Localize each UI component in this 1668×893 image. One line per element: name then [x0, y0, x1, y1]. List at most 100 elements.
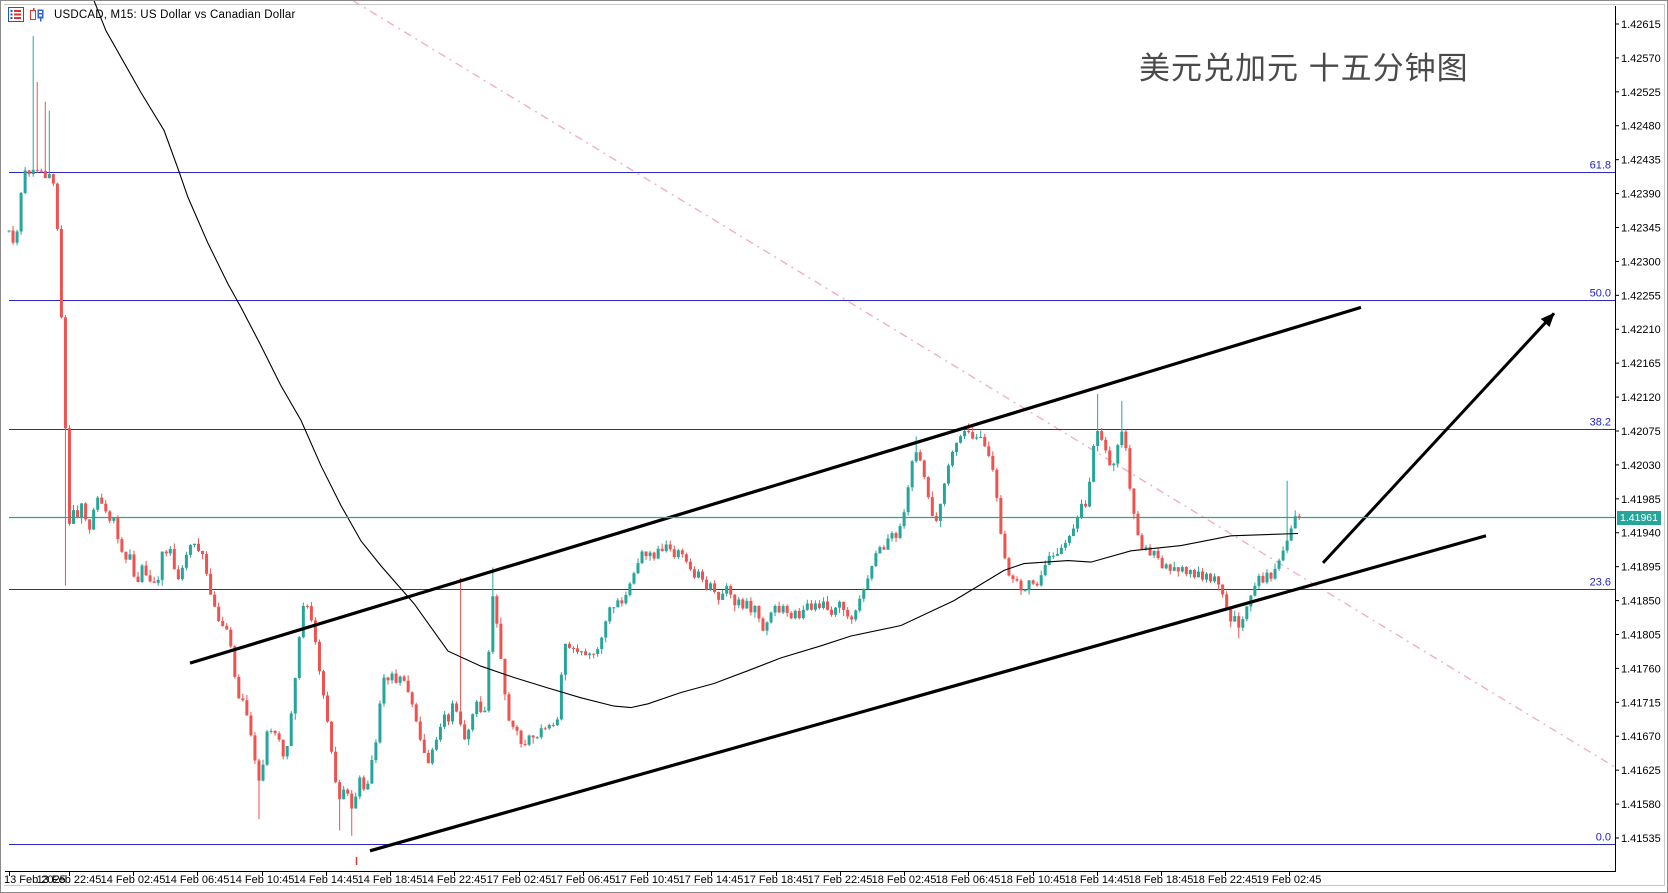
candle-body [1152, 550, 1156, 556]
candle-body [390, 673, 394, 681]
candle-body [1108, 450, 1112, 466]
candle [664, 540, 668, 553]
candle [551, 722, 555, 728]
candle [27, 169, 31, 177]
candle [975, 433, 979, 440]
candle [531, 735, 535, 744]
candle-body [1023, 590, 1027, 592]
price-tick-label: 1.41850 [1621, 596, 1661, 608]
candle-body [100, 497, 104, 504]
quote-list-icon[interactable] [8, 7, 24, 22]
candle-body [1180, 567, 1184, 572]
candle [1019, 578, 1023, 595]
candle [729, 584, 733, 599]
candle [390, 671, 394, 684]
candle [563, 643, 567, 681]
time-tick-label: 18 Feb 06:45 [936, 874, 1001, 886]
candle-body [55, 183, 59, 229]
candle [426, 749, 430, 764]
time-tick-label: 14 Feb 06:45 [165, 874, 230, 886]
candle-body [160, 551, 164, 580]
candle-body [624, 594, 628, 604]
price-tick-label: 1.42345 [1621, 222, 1661, 234]
candle [1257, 573, 1261, 589]
candle [334, 746, 338, 784]
candle-body [902, 512, 906, 527]
trend-arrow[interactable] [1321, 312, 1556, 564]
price-axis[interactable]: 1.42615 1.42570 1.42525 1.42480 1.42435 1.423… [1615, 19, 1661, 845]
time-tick-label: 17 Feb 22:45 [808, 874, 873, 886]
candle [438, 723, 442, 742]
candle-body [483, 710, 487, 713]
candle [1007, 556, 1011, 577]
candle-body [834, 607, 838, 615]
candle-body [1213, 576, 1217, 582]
candle-body [950, 451, 954, 466]
candle [144, 560, 148, 576]
candle-body [209, 573, 213, 595]
candle [616, 598, 620, 608]
candle [1148, 544, 1152, 557]
price-tick-label: 1.41805 [1621, 629, 1661, 641]
channel-lower-trendline[interactable] [369, 534, 1487, 853]
candle-body [1148, 547, 1152, 556]
candle-body [580, 651, 584, 653]
candle [527, 734, 531, 747]
candle [164, 550, 168, 557]
fib-level-label: 38.2 [1590, 417, 1611, 429]
candle [648, 550, 652, 561]
candle-body [1209, 573, 1213, 582]
candle [475, 699, 479, 717]
candle-body [1188, 569, 1192, 575]
candle-body [184, 554, 188, 568]
candle-body [987, 446, 991, 456]
candle [1172, 561, 1176, 572]
candle-body [201, 550, 205, 555]
candle-body [761, 618, 765, 631]
candle-body [370, 760, 374, 784]
bar-chart-icon[interactable] [29, 7, 45, 22]
candle-body [116, 517, 120, 540]
candle [281, 739, 285, 760]
candle-body [878, 547, 882, 554]
candle-body [1027, 580, 1031, 591]
candle-body [313, 620, 317, 642]
candle [862, 588, 866, 603]
candle-body [281, 739, 285, 757]
candle-body [559, 674, 563, 720]
candle-body [237, 676, 241, 699]
candle-body [1067, 536, 1071, 543]
descending-trendline[interactable] [352, 1, 1616, 768]
candle-body [1088, 481, 1092, 507]
candle [866, 575, 870, 590]
candle-body [688, 561, 692, 570]
fib-retracement[interactable]: 61.8 50.0 38.2 23.6 0.0 [9, 160, 1615, 845]
candle-body [225, 625, 229, 630]
candle-body [1277, 560, 1281, 569]
candle-body [418, 721, 422, 740]
candle-body [309, 606, 313, 621]
candle-body [112, 517, 116, 521]
candle [636, 558, 640, 575]
candle [1217, 575, 1221, 591]
channel-upper-trendline[interactable] [189, 305, 1362, 665]
candle-body [991, 455, 995, 470]
candle-body [644, 551, 648, 557]
candle-body [1112, 463, 1116, 466]
candle-body [1128, 448, 1132, 489]
candle-body [592, 653, 596, 655]
candle-body [656, 548, 660, 559]
candle [882, 544, 886, 550]
candle [467, 728, 471, 745]
candle [705, 576, 709, 591]
candle [108, 510, 112, 524]
time-tick-label: 19 Feb 02:45 [1257, 874, 1322, 886]
candle-body [253, 735, 257, 761]
candle-body [503, 658, 507, 695]
candle-body [551, 724, 555, 726]
candle-body [350, 793, 354, 809]
time-tick-label: 13 Feb 2025 [4, 874, 66, 886]
candle [382, 674, 386, 707]
